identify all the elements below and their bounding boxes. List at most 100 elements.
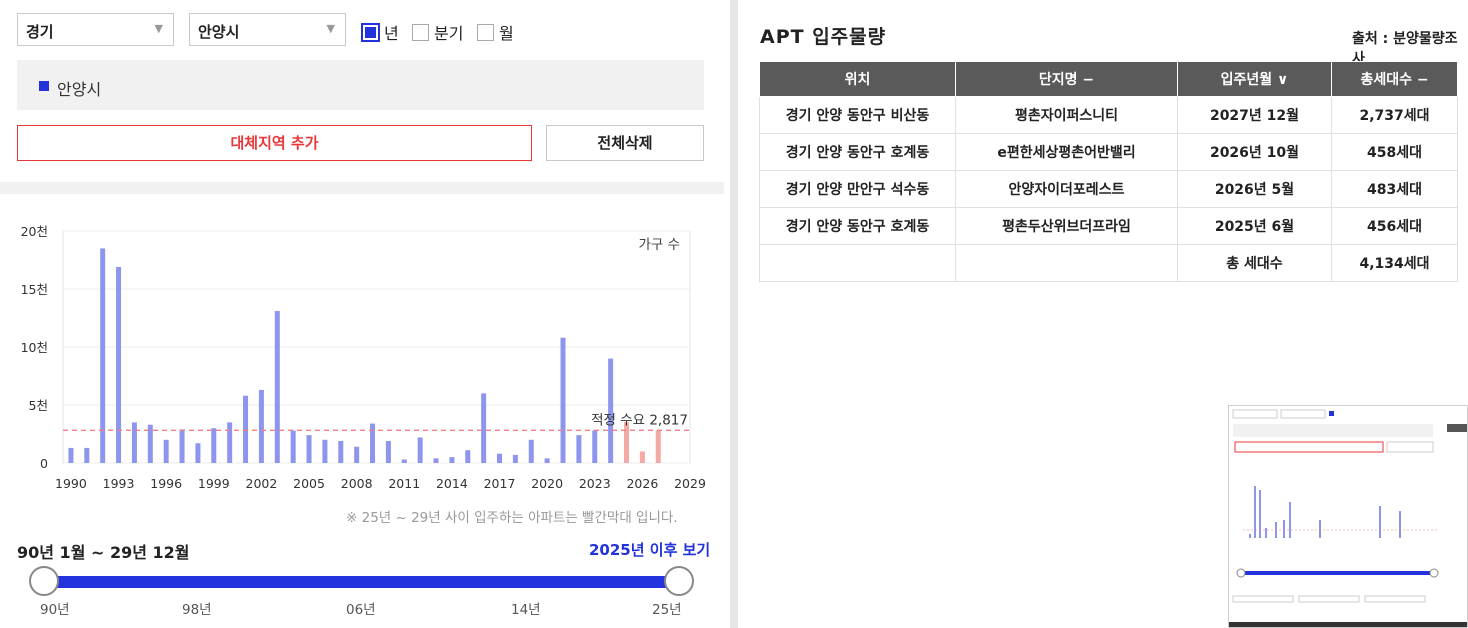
table-row[interactable]: 경기 안양 만안구 석수동 안양자이더포레스트 2026년 5월 483세대	[759, 170, 1458, 208]
section-divider	[0, 182, 724, 194]
checkbox-month[interactable]: 월	[477, 20, 514, 44]
y-tick-label: 15천	[21, 282, 48, 297]
bar	[528, 439, 534, 463]
after-2025-link[interactable]: 2025년 이후 보기	[589, 541, 711, 559]
cell: 2027년 12월	[1177, 96, 1332, 134]
cell	[759, 244, 956, 282]
future-bar	[639, 451, 645, 463]
y-tick-label: 0	[40, 456, 48, 471]
bar	[465, 450, 471, 463]
checkbox-year[interactable]: 년	[361, 20, 399, 44]
y-tick-label: 10천	[21, 340, 48, 355]
bar	[417, 437, 423, 463]
reference-line-label: 적정 수요 2,817	[591, 412, 688, 428]
checkbox-quarter-label: 분기	[434, 24, 464, 43]
slider-tick-label: 14년	[511, 602, 541, 618]
cell: 평촌자이퍼스니티	[955, 96, 1178, 134]
bar	[131, 422, 137, 463]
bar	[370, 423, 376, 463]
city-value: 안양시	[198, 23, 240, 41]
bar	[512, 454, 518, 463]
bar	[322, 439, 328, 463]
x-tick-label: 2008	[341, 476, 373, 491]
chevron-down-icon: ▼	[154, 22, 163, 35]
province-select[interactable]: 경기 ▼	[17, 13, 174, 46]
checkbox-icon[interactable]	[477, 23, 494, 41]
cell: 456세대	[1331, 207, 1458, 245]
bar	[179, 429, 185, 463]
cell: 평촌두산위브더프라임	[955, 207, 1178, 245]
cell: 안양자이더포레스트	[955, 170, 1178, 208]
bar	[385, 440, 391, 463]
bar	[243, 395, 249, 463]
bar	[608, 358, 614, 463]
cell: 2025년 6월	[1177, 207, 1332, 245]
total-label: 총 세대수	[1177, 244, 1332, 282]
right-panel: APT 입주물량 출처 : 분양물량조사 위치 단지명 − 입주년월 ∨ 총세대…	[738, 0, 1468, 628]
bar	[401, 459, 407, 463]
x-tick-label: 2002	[246, 476, 278, 491]
col-location[interactable]: 위치	[759, 61, 956, 97]
x-tick-label: 2014	[436, 476, 468, 491]
apt-table: 위치 단지명 − 입주년월 ∨ 총세대수 − 경기 안양 동안구 비산동 평촌자…	[759, 61, 1458, 282]
bar	[211, 428, 217, 463]
cell: 경기 안양 만안구 석수동	[759, 170, 956, 208]
bar	[481, 393, 487, 463]
checkbox-year-label: 년	[384, 24, 399, 43]
bar	[560, 337, 566, 463]
checkbox-month-label: 월	[499, 24, 514, 43]
chevron-down-icon: ▼	[326, 22, 335, 35]
apt-title: APT 입주물량	[760, 26, 887, 48]
province-value: 경기	[26, 23, 54, 41]
bar	[147, 424, 153, 463]
x-tick-label: 2029	[674, 476, 706, 491]
bar	[592, 430, 598, 463]
col-households[interactable]: 총세대수 −	[1331, 61, 1458, 97]
bar	[68, 447, 74, 463]
slider-tick-label: 25년	[652, 602, 682, 618]
y-tick-label: 20천	[21, 224, 48, 239]
add-region-button[interactable]: 대체지역 추가	[17, 125, 532, 161]
table-row[interactable]: 경기 안양 동안구 비산동 평촌자이퍼스니티 2027년 12월 2,737세대	[759, 96, 1458, 134]
checkbox-checked-icon[interactable]	[361, 22, 380, 42]
table-header-row: 위치 단지명 − 입주년월 ∨ 총세대수 −	[759, 61, 1458, 97]
bar	[338, 440, 344, 463]
bar	[290, 430, 296, 463]
col-move-in[interactable]: 입주년월 ∨	[1177, 61, 1332, 97]
bar	[306, 435, 312, 463]
future-bar	[624, 422, 630, 463]
selected-region-bar: 안양시	[17, 60, 704, 110]
cell: 경기 안양 동안구 호계동	[759, 133, 956, 171]
x-tick-label: 2017	[484, 476, 516, 491]
bar	[433, 458, 439, 463]
x-tick-label: 2011	[388, 476, 420, 491]
table-row[interactable]: 경기 안양 동안구 호계동 e편한세상평촌어반밸리 2026년 10월 458세…	[759, 133, 1458, 171]
cell: 2,737세대	[1331, 96, 1458, 134]
cell: 2026년 5월	[1177, 170, 1332, 208]
page-preview-thumbnail[interactable]	[1228, 405, 1468, 628]
delete-all-button[interactable]: 전체삭제	[546, 125, 704, 161]
x-tick-label: 2020	[531, 476, 563, 491]
cell: 483세대	[1331, 170, 1458, 208]
bar	[544, 458, 550, 463]
range-start-handle[interactable]	[29, 566, 59, 596]
supply-bar-chart: 0 5천 10천 15천 20천 1990 1993 1996 1999 2002 2005 2008…	[21, 224, 706, 491]
city-select[interactable]: 안양시 ▼	[189, 13, 346, 46]
checkbox-icon[interactable]	[412, 23, 429, 41]
bar	[576, 435, 582, 463]
x-tick-label: 2023	[579, 476, 611, 491]
cell: 경기 안양 동안구 비산동	[759, 96, 956, 134]
x-tick-label: 1990	[55, 476, 87, 491]
col-complex[interactable]: 단지명 −	[955, 61, 1178, 97]
range-end-handle[interactable]	[664, 566, 694, 596]
range-label: 90년 1월 ~ 29년 12월	[17, 543, 190, 562]
table-row[interactable]: 경기 안양 동안구 호계동 평촌두산위브더프라임 2025년 6월 456세대	[759, 207, 1458, 245]
future-bar	[655, 430, 661, 463]
cell: 2026년 10월	[1177, 133, 1332, 171]
square-marker-icon	[39, 81, 49, 91]
range-slider-track[interactable]	[43, 576, 681, 588]
bar	[227, 422, 233, 463]
checkbox-quarter[interactable]: 분기	[412, 20, 463, 44]
slider-tick-label: 06년	[346, 602, 376, 618]
y-tick-label: 5천	[29, 398, 48, 413]
